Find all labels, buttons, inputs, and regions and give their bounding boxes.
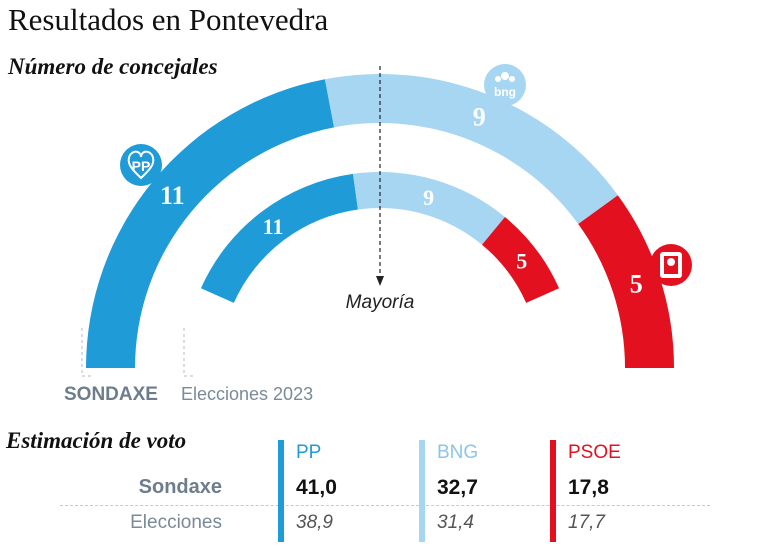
psoe-logo-rose [667,258,675,266]
vote-value-bng-sondaxe: 32,7 [437,476,478,499]
pp-logo-heart [127,150,155,180]
bng-color-bar [419,440,425,542]
column-header-bng: BNG [437,442,479,463]
pp-color-bar [278,440,284,542]
chart-subtitle: Número de concejales [8,54,218,79]
vote-column-bng: BNG 32,7 31,4 [419,440,549,542]
vote-value-pp-elecciones: 38,9 [296,512,333,533]
row-label-elecciones: Elecciones [130,512,222,533]
seat-arc-pp-ring2 [200,173,358,303]
seat-label-bng-ring2: 9 [423,185,434,210]
column-header-psoe: PSOE [568,442,621,463]
bng-logo-star-right [509,76,515,82]
seat-label-pp-ring2: 11 [263,214,284,239]
vote-value-pp-sondaxe: 41,0 [296,476,337,499]
bng-logo-star [501,72,509,80]
seat-label-bng-ring1: 9 [473,102,486,131]
majority-label: Mayoría [346,292,415,313]
vote-value-bng-elecciones: 31,4 [437,512,474,533]
seat-label-psoe-ring2: 5 [516,248,527,273]
parliament-arc-chart: 11 9 5 SONDAXE 11 9 5 Elecciones 2023 Mayoría PP b… [64,64,692,405]
majority-arrow-icon [376,276,384,286]
vote-estimate-title: Estimación de voto [6,428,187,453]
vote-column-psoe: PSOE 17,8 17,7 [550,440,680,542]
ring-label-1: SONDAXE [64,384,158,405]
psoe-color-bar [550,440,556,542]
column-header-pp: PP [296,442,322,463]
psoe-logo-icon [650,244,692,286]
seat-arc-pp-ring1 [86,79,335,368]
row-label-sondaxe: Sondaxe [138,476,222,498]
seat-arc-bng-ring1 [324,73,618,224]
seat-label-psoe-ring1: 5 [630,270,643,299]
seat-label-pp-ring1: 11 [160,181,185,210]
table-row-divider [60,505,710,506]
ring-label-2: Elecciones 2023 [181,384,313,404]
seat-arc-psoe-ring2 [481,216,560,303]
seat-arc-bng-ring2 [352,172,505,245]
pp-logo-icon: PP [120,144,162,186]
pp-logo-text: PP [132,158,151,174]
vote-value-psoe-elecciones: 17,7 [568,512,605,533]
bng-logo-icon: bng [484,64,526,106]
seat-arc-psoe-ring1 [578,195,674,368]
vote-value-psoe-sondaxe: 17,8 [568,476,609,499]
chart-title: Resultados en Pontevedra [8,2,329,37]
bng-logo-text: bng [494,85,516,99]
bng-logo-circle [484,64,526,106]
vote-column-pp: PP 41,0 38,9 [278,440,408,542]
bng-logo-star-left [495,76,501,82]
